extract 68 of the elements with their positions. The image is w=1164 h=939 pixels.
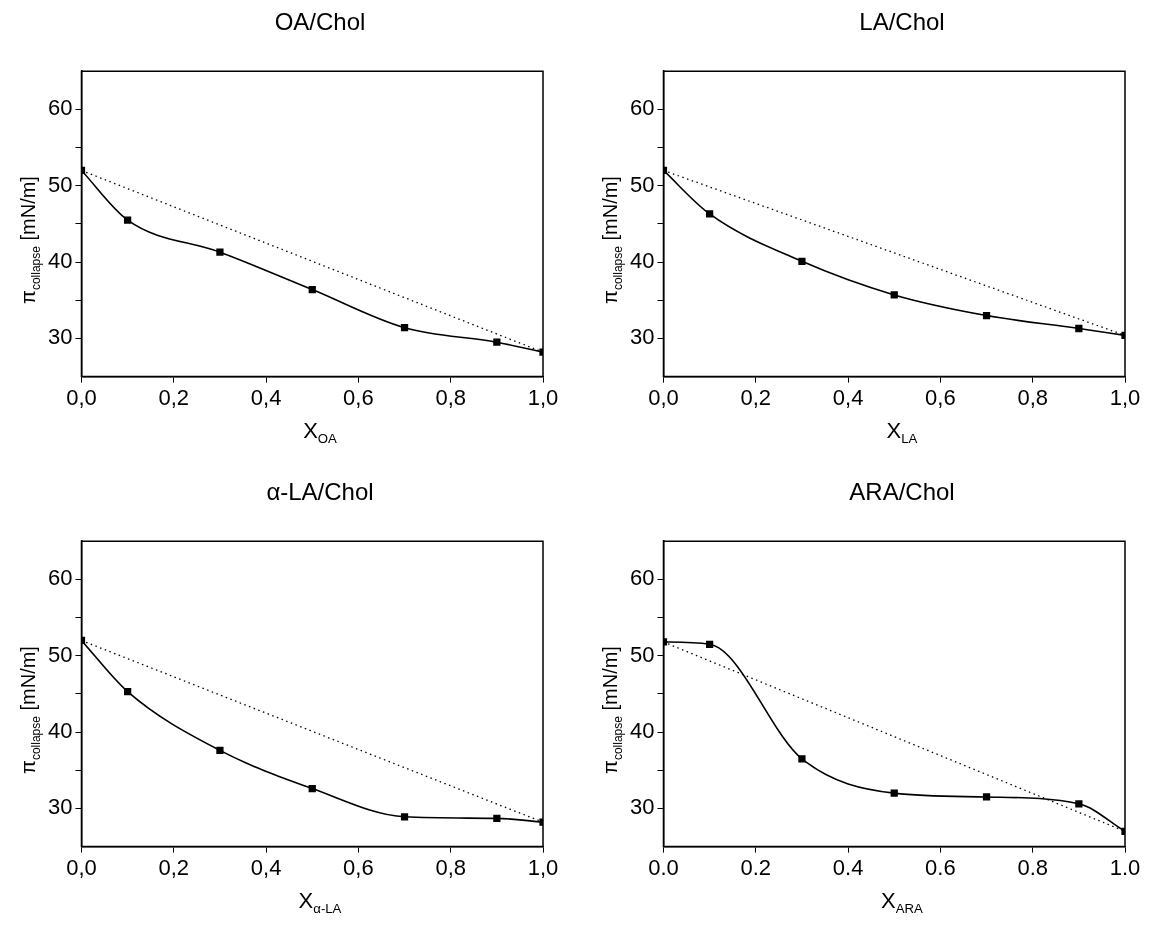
x-tick-label: 0,6 <box>925 384 956 410</box>
point <box>706 640 714 648</box>
x-tick-label: 0,4 <box>832 384 864 410</box>
point <box>798 755 806 763</box>
y-tick-label: 30 <box>47 794 73 820</box>
point <box>216 248 224 256</box>
y-tick-label: 50 <box>629 641 655 667</box>
chart-title: α-LA/Chol <box>265 478 375 506</box>
y-tick-label: 40 <box>629 248 655 274</box>
y-tick-label: 50 <box>629 171 655 197</box>
y-tick-label: 50 <box>47 641 73 667</box>
point <box>890 789 898 797</box>
y-tick-label: 60 <box>47 565 73 591</box>
x-tick-label: 0,2 <box>740 384 772 410</box>
x-tick-label: 0.2 <box>740 854 772 880</box>
x-tick-label: 1,0 <box>527 854 559 880</box>
point <box>124 687 132 696</box>
x-tick-label: 0.4 <box>832 854 864 880</box>
x-tick-label: 0,4 <box>250 854 282 880</box>
x-axis-title: X$_{ARA}$ <box>880 888 924 917</box>
x-tick-label: 0,0 <box>66 384 97 410</box>
y-tick-label: 60 <box>629 565 655 591</box>
x-tick-label: 0,6 <box>343 384 374 410</box>
y-tick-label: 30 <box>47 324 73 350</box>
y-tick-label: 40 <box>629 718 655 744</box>
y-tick-label: 30 <box>629 324 655 350</box>
point <box>1075 800 1083 808</box>
point <box>493 814 501 822</box>
x-tick-label: 0,8 <box>1017 384 1048 410</box>
point <box>308 784 316 793</box>
x-tick-label: 0,2 <box>158 384 190 410</box>
x-axis-title: X$_{LA}$ <box>885 418 919 447</box>
y-tick-label: 50 <box>47 171 73 197</box>
point <box>706 210 714 218</box>
point <box>493 338 501 346</box>
x-tick-label: 0,2 <box>158 854 190 880</box>
point <box>308 285 316 294</box>
point <box>982 311 991 320</box>
point <box>400 813 409 821</box>
point <box>1075 324 1083 333</box>
x-tick-label: 0,0 <box>66 854 97 880</box>
x-tick-label: 0.8 <box>1017 854 1048 880</box>
x-tick-label: 0,8 <box>435 854 466 880</box>
x-tick-label: 0,4 <box>250 384 282 410</box>
point <box>982 793 991 801</box>
x-tick-label: 0,6 <box>343 854 374 880</box>
y-tick-label: 60 <box>629 95 655 121</box>
chart-title: LA/Chol <box>858 8 946 36</box>
x-tick-label: 1,0 <box>1109 384 1141 410</box>
chart-title: OA/Chol <box>273 8 367 36</box>
x-tick-label: 0.0 <box>648 854 679 880</box>
point <box>400 324 409 332</box>
y-tick-label: 40 <box>47 718 73 744</box>
point <box>124 216 132 224</box>
x-tick-label: 1,0 <box>527 384 559 410</box>
y-tick-label: 30 <box>629 794 655 820</box>
point <box>216 746 224 755</box>
x-tick-label: 0.6 <box>925 854 956 880</box>
chart-title: ARA/Chol <box>848 478 956 506</box>
point <box>798 257 806 265</box>
x-tick-label: 1.0 <box>1109 854 1141 880</box>
x-tick-label: 0,0 <box>648 384 679 410</box>
y-tick-label: 40 <box>47 248 73 274</box>
x-tick-label: 0,8 <box>435 384 466 410</box>
y-tick-label: 60 <box>47 95 73 121</box>
x-axis-title: X$_{OA}$ <box>302 418 338 447</box>
x-axis-title: X$_{α-LA}$ <box>297 888 343 917</box>
point <box>890 291 898 299</box>
